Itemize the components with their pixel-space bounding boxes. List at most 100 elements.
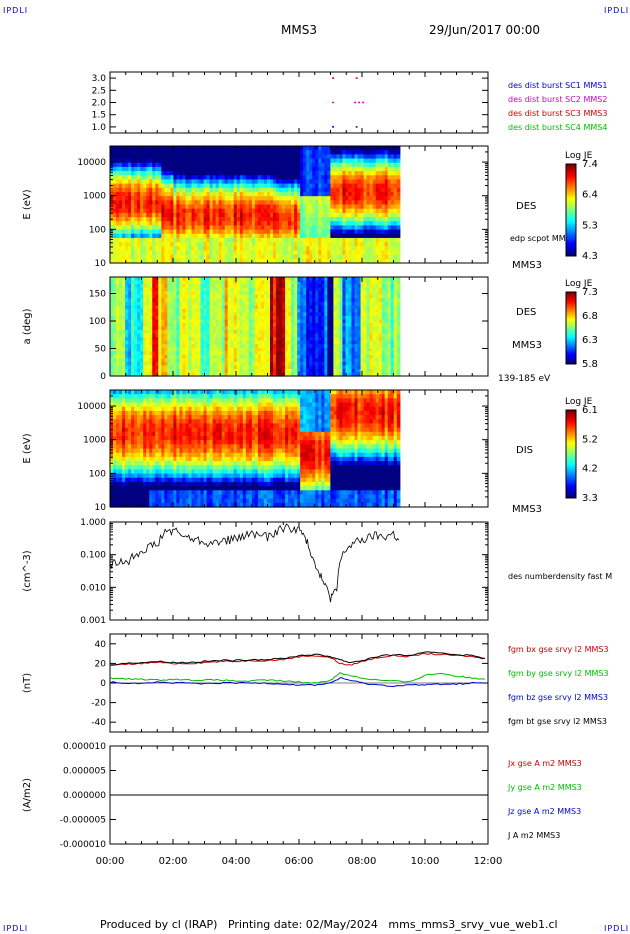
spectrogram-cell: [140, 204, 144, 210]
spectrogram-cell: [285, 221, 289, 226]
spectrogram-cell: [206, 354, 211, 359]
spectrogram-cell: [254, 287, 259, 292]
spectrogram-cell: [396, 196, 401, 201]
spectrogram-cell: [191, 284, 196, 289]
spectrogram-cell: [179, 294, 184, 299]
spectrogram-cell: [179, 246, 184, 252]
spectrogram-cell: [363, 200, 368, 206]
spectrogram-cell: [188, 154, 193, 160]
colorbar-cell: [566, 198, 576, 202]
spectrogram-cell: [215, 208, 220, 214]
spectrogram-cell: [263, 258, 268, 264]
spectrogram-cell: [131, 196, 135, 201]
spectrogram-cell: [303, 212, 307, 218]
spectrogram-cell: [273, 319, 277, 324]
spectrogram-cell: [128, 175, 132, 181]
spectrogram-cell: [140, 354, 144, 359]
spectrogram-cell: [212, 225, 217, 231]
spectrogram-cell: [276, 229, 280, 235]
spectrogram-cell: [191, 191, 196, 197]
spectrogram-cell: [176, 221, 181, 226]
spectrogram-cell: [221, 319, 226, 324]
spectrogram-cell: [285, 250, 289, 256]
spectrogram-cell: [312, 337, 316, 342]
spectrogram-cell: [203, 233, 208, 239]
spectrogram-cell: [378, 204, 383, 210]
spectrogram-cell: [158, 258, 162, 264]
spectrogram-cell: [209, 229, 214, 235]
spectrogram-cell: [294, 208, 298, 214]
spectrogram-cell: [119, 258, 123, 264]
spectrogram-cell: [273, 298, 277, 303]
spectrogram-cell: [251, 229, 256, 235]
spectrogram-cell: [230, 351, 235, 356]
spectrogram-cell: [176, 326, 181, 331]
spacecraft-title: MMS3: [281, 23, 317, 37]
spectrogram-cell: [294, 212, 298, 218]
spectrogram-cell: [321, 301, 325, 306]
spectrogram-cell: [179, 361, 184, 366]
spectrogram-cell: [315, 162, 319, 168]
spectrogram-cell: [185, 183, 190, 189]
spectrogram-cell: [324, 368, 328, 374]
spectrogram-cell: [282, 298, 286, 303]
spectrogram-cell: [303, 191, 307, 197]
spectrogram-cell: [161, 326, 165, 331]
spectrogram-cell: [279, 372, 283, 377]
spectrogram-cell: [248, 284, 253, 289]
spectrogram-cell: [260, 171, 265, 176]
spectrogram-cell: [387, 229, 392, 235]
spectrogram-cell: [378, 237, 383, 243]
spectrogram-cell: [224, 319, 229, 324]
spectrogram-cell: [116, 277, 120, 282]
spectrogram-cell: [146, 308, 150, 313]
spectrogram-cell: [318, 301, 322, 306]
spectrogram-cell: [158, 221, 162, 226]
spectrogram-cell: [333, 150, 338, 155]
spectrogram-cell: [242, 326, 247, 331]
spectrogram-cell: [324, 291, 328, 296]
spectrogram-cell: [185, 294, 190, 299]
spectrogram-cell: [197, 221, 202, 226]
spectrogram-cell: [306, 301, 310, 306]
spectrogram-cell: [378, 179, 383, 185]
spectrogram-cell: [206, 319, 211, 324]
spectrogram-cell: [387, 150, 392, 155]
spectrogram-cell: [291, 312, 295, 317]
spectrogram-cell: [345, 217, 350, 222]
spectrogram-cell: [269, 333, 274, 338]
spectrogram-cell: [137, 326, 141, 331]
spectrogram-cell: [254, 330, 259, 335]
spectrogram-cell: [191, 277, 196, 282]
spectrogram-cell: [369, 200, 374, 206]
spectrogram-cell: [312, 237, 316, 243]
spectrogram-cell: [288, 280, 292, 285]
spectrogram-cell: [348, 204, 353, 210]
spectrogram-cell: [134, 291, 138, 296]
spectrogram-cell: [110, 330, 114, 335]
spectrogram-cell: [170, 361, 174, 366]
spectrogram-cell: [224, 146, 229, 151]
spectrogram-cell: [300, 162, 304, 168]
spectrogram-cell: [209, 208, 214, 214]
spectrogram-cell: [128, 319, 132, 324]
spectrogram-cell: [282, 344, 286, 349]
spectrogram-cell: [143, 305, 147, 310]
spectrogram-cell: [306, 354, 310, 359]
spectrogram-cell: [260, 372, 265, 377]
spectrogram-cell: [119, 319, 123, 324]
spectrogram-cell: [254, 187, 259, 193]
spectrogram-cell: [113, 361, 117, 366]
spectrogram-cell: [230, 217, 235, 222]
spectrogram-cell: [146, 287, 150, 292]
spectrogram-cell: [113, 312, 117, 317]
spectrogram-cell: [312, 183, 316, 189]
spectrogram-cell: [239, 280, 244, 285]
spectrogram-cell: [269, 233, 274, 239]
spectrogram-cell: [294, 333, 298, 338]
spectrogram-cell: [242, 351, 247, 356]
spectrogram-cell: [330, 237, 334, 243]
spectrogram-cell: [351, 204, 356, 210]
spectrogram-cell: [116, 225, 120, 231]
spectrogram-cell: [137, 158, 141, 164]
